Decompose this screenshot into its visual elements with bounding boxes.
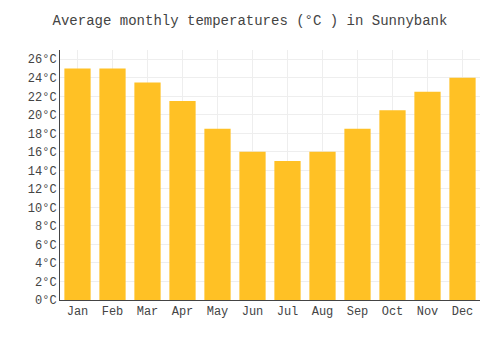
svg-text:16°C: 16°C bbox=[28, 146, 57, 160]
svg-text:Oct: Oct bbox=[382, 305, 404, 319]
svg-text:Sep: Sep bbox=[347, 305, 369, 319]
svg-text:Apr: Apr bbox=[172, 305, 194, 319]
svg-text:Mar: Mar bbox=[137, 305, 159, 319]
svg-text:2°C: 2°C bbox=[35, 276, 57, 290]
svg-text:18°C: 18°C bbox=[28, 128, 57, 142]
svg-text:8°C: 8°C bbox=[35, 220, 57, 234]
svg-text:24°C: 24°C bbox=[28, 72, 57, 86]
svg-text:Dec: Dec bbox=[452, 305, 474, 319]
svg-text:Jan: Jan bbox=[67, 305, 89, 319]
svg-text:Feb: Feb bbox=[102, 305, 124, 319]
svg-text:0°C: 0°C bbox=[35, 294, 57, 308]
svg-text:4°C: 4°C bbox=[35, 257, 57, 271]
svg-text:12°C: 12°C bbox=[28, 183, 57, 197]
svg-text:20°C: 20°C bbox=[28, 109, 57, 123]
svg-text:Nov: Nov bbox=[417, 305, 439, 319]
svg-text:Jul: Jul bbox=[277, 305, 299, 319]
svg-text:Aug: Aug bbox=[312, 305, 334, 319]
svg-text:Jun: Jun bbox=[242, 305, 264, 319]
svg-text:14°C: 14°C bbox=[28, 165, 57, 179]
svg-text:10°C: 10°C bbox=[28, 202, 57, 216]
svg-text:6°C: 6°C bbox=[35, 239, 57, 253]
svg-text:Average monthly temperatures (: Average monthly temperatures (°C ) in Su… bbox=[53, 13, 448, 29]
svg-text:22°C: 22°C bbox=[28, 91, 57, 105]
svg-text:26°C: 26°C bbox=[28, 53, 57, 67]
svg-text:May: May bbox=[207, 305, 229, 319]
